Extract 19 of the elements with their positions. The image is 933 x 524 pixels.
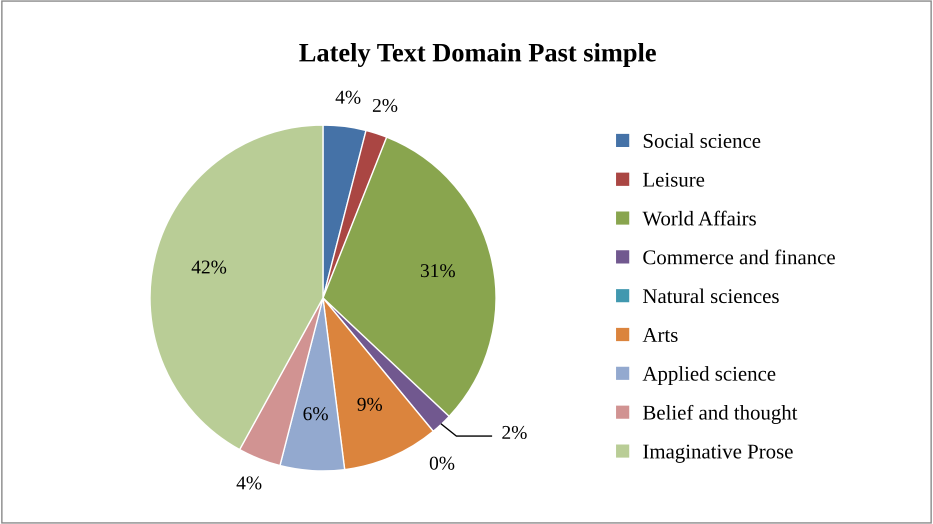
legend-label: Social science	[644, 133, 760, 148]
legend-label: Leisure	[643, 172, 704, 187]
legend-label: Imaginative Prose	[643, 444, 793, 463]
data-label: 2%	[372, 98, 398, 112]
data-label: 2%	[502, 426, 527, 440]
data-label: 4%	[236, 476, 262, 490]
legend-label: Commerce and finance	[643, 249, 835, 264]
data-label: 31%	[420, 264, 455, 278]
legend-label: Arts	[642, 328, 678, 342]
text: 0%	[430, 456, 454, 470]
chart-title: Lately Text Domain Past simple	[299, 43, 656, 68]
data-label: 9%	[357, 398, 382, 411]
legend-label: World Affairs	[642, 210, 756, 226]
legend-label: Belief and thought	[643, 404, 798, 424]
data-label: 6%	[303, 407, 328, 420]
legend-label: Applied science	[642, 366, 776, 386]
data-label: 4%	[336, 90, 360, 104]
legend-label: Natural sciences	[643, 288, 779, 304]
data-label: 42%	[192, 260, 226, 274]
